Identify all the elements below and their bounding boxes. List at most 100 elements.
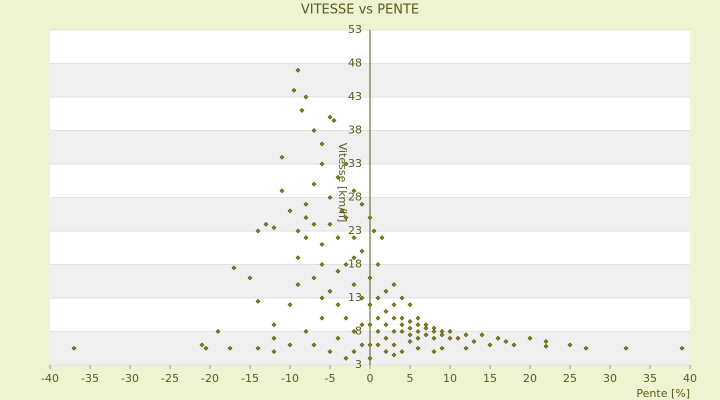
point <box>199 342 205 348</box>
point <box>327 221 333 227</box>
point <box>291 87 297 93</box>
point <box>479 332 485 338</box>
x-tick-label: 25 <box>563 372 577 385</box>
point <box>371 228 377 234</box>
point <box>423 332 429 338</box>
point <box>327 195 333 200</box>
y-tick-label: 43 <box>348 90 362 103</box>
point <box>351 282 357 288</box>
x-axis-label: Pente [%] <box>636 387 690 400</box>
point <box>303 329 309 334</box>
x-tick-label: 5 <box>407 372 414 385</box>
point <box>299 107 305 113</box>
y-tick-label: 3 <box>355 358 362 371</box>
point <box>319 141 325 147</box>
point <box>215 329 221 334</box>
point <box>379 235 385 241</box>
point <box>391 329 397 334</box>
point <box>271 349 277 355</box>
point <box>375 315 381 321</box>
point <box>287 302 293 308</box>
x-tick-label: 20 <box>523 372 537 385</box>
point <box>295 67 301 73</box>
point <box>503 339 509 344</box>
point <box>415 329 421 334</box>
point <box>71 345 77 351</box>
point <box>303 201 309 207</box>
point <box>255 345 261 351</box>
point <box>623 345 629 351</box>
x-tick-label: 30 <box>603 372 617 385</box>
point <box>391 302 397 308</box>
point <box>311 221 317 227</box>
y-tick-label: 8 <box>355 325 362 338</box>
point <box>343 215 349 221</box>
point <box>287 342 293 348</box>
point <box>407 332 413 338</box>
point <box>367 342 373 348</box>
point <box>527 335 533 341</box>
chart-title: VITESSE vs PENTE <box>301 3 419 18</box>
point <box>351 349 357 355</box>
point <box>399 295 405 301</box>
point <box>431 349 437 355</box>
point <box>431 335 437 341</box>
point <box>415 335 421 341</box>
point <box>311 275 317 281</box>
point <box>203 345 209 351</box>
point <box>447 329 453 334</box>
y-tick-label: 48 <box>348 57 362 70</box>
point <box>383 308 389 314</box>
point <box>375 329 381 334</box>
point <box>463 332 469 338</box>
point <box>311 342 317 348</box>
point <box>543 343 549 349</box>
x-tick-label: 15 <box>483 372 497 385</box>
point <box>319 241 325 247</box>
point <box>327 114 333 120</box>
y-tick-label: 23 <box>348 224 362 237</box>
point <box>343 315 349 321</box>
point <box>359 322 365 328</box>
point <box>431 329 437 334</box>
point <box>279 154 285 160</box>
point <box>343 262 349 267</box>
point <box>327 349 333 355</box>
point <box>391 342 397 348</box>
point <box>295 255 301 261</box>
y-tick-label: 18 <box>348 258 362 271</box>
point <box>583 345 589 351</box>
point <box>407 319 413 324</box>
x-tick-label: -20 <box>201 372 219 385</box>
x-tick-label: -40 <box>41 372 59 385</box>
point <box>311 128 317 133</box>
point <box>227 345 233 351</box>
point <box>359 248 365 254</box>
point <box>383 335 389 341</box>
x-tick-label: 0 <box>367 372 374 385</box>
point <box>335 235 341 241</box>
point <box>351 329 357 334</box>
point <box>311 181 317 187</box>
x-tick-label: -35 <box>81 372 99 385</box>
point <box>407 302 413 308</box>
point <box>423 325 429 331</box>
point <box>231 265 237 271</box>
point <box>439 345 445 351</box>
point <box>287 208 293 214</box>
point <box>295 282 301 288</box>
point <box>415 315 421 321</box>
point <box>463 345 469 351</box>
point <box>247 275 253 281</box>
point <box>331 118 337 123</box>
x-tick-label: 10 <box>443 372 457 385</box>
point <box>543 339 549 344</box>
point <box>399 329 405 334</box>
point <box>391 282 397 288</box>
point <box>279 188 285 194</box>
point <box>367 302 373 308</box>
point <box>383 349 389 355</box>
point <box>399 322 405 328</box>
